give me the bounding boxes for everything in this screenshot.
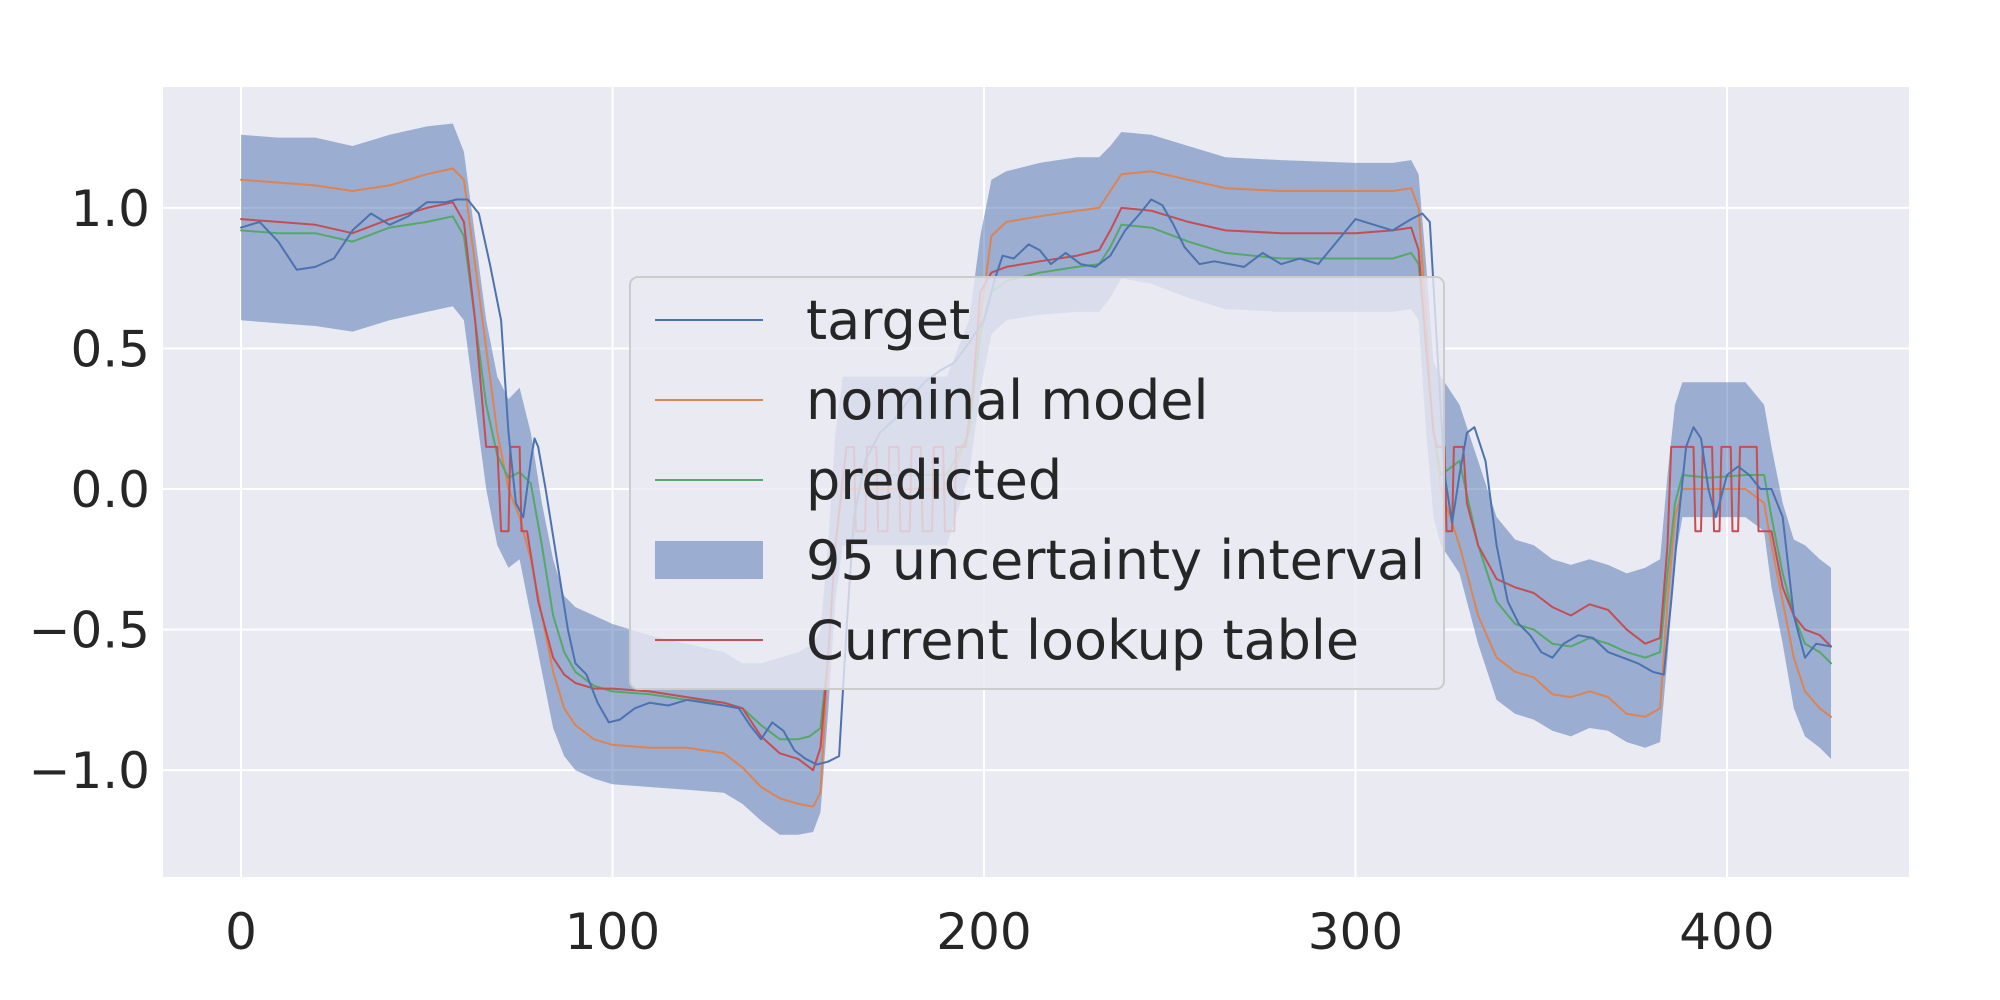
- target-series-line: [240, 198, 1832, 766]
- nominal-model-series-line: [240, 167, 1832, 808]
- y-tick-label: −1.0: [29, 742, 150, 800]
- legend-label-lookup: Current lookup table: [806, 609, 1359, 672]
- x-tick-label: 400: [1679, 903, 1774, 961]
- x-tick-label: 0: [225, 903, 257, 961]
- y-tick-labels: 1.0 0.5 0.0 −0.5 −1.0: [29, 180, 150, 800]
- legend-label-band: 95 uncertainty interval: [806, 529, 1425, 592]
- legend-label-nominal: nominal model: [806, 369, 1209, 432]
- x-tick-label: 100: [565, 903, 660, 961]
- x-tick-labels: 0 100 200 300 400: [225, 903, 1775, 961]
- legend-label-target: target: [806, 289, 970, 352]
- y-tick-label: 0.0: [70, 461, 150, 519]
- y-tick-label: 1.0: [70, 180, 150, 238]
- legend-swatch-band: [655, 541, 763, 579]
- legend-label-predicted: predicted: [806, 449, 1062, 512]
- x-tick-label: 300: [1308, 903, 1403, 961]
- x-tick-label: 200: [936, 903, 1031, 961]
- y-tick-label: 0.5: [70, 320, 150, 378]
- y-tick-label: −0.5: [29, 602, 150, 660]
- legend: target nominal model predicted 95 uncertain…: [629, 276, 1445, 690]
- legend-box: [629, 276, 1445, 690]
